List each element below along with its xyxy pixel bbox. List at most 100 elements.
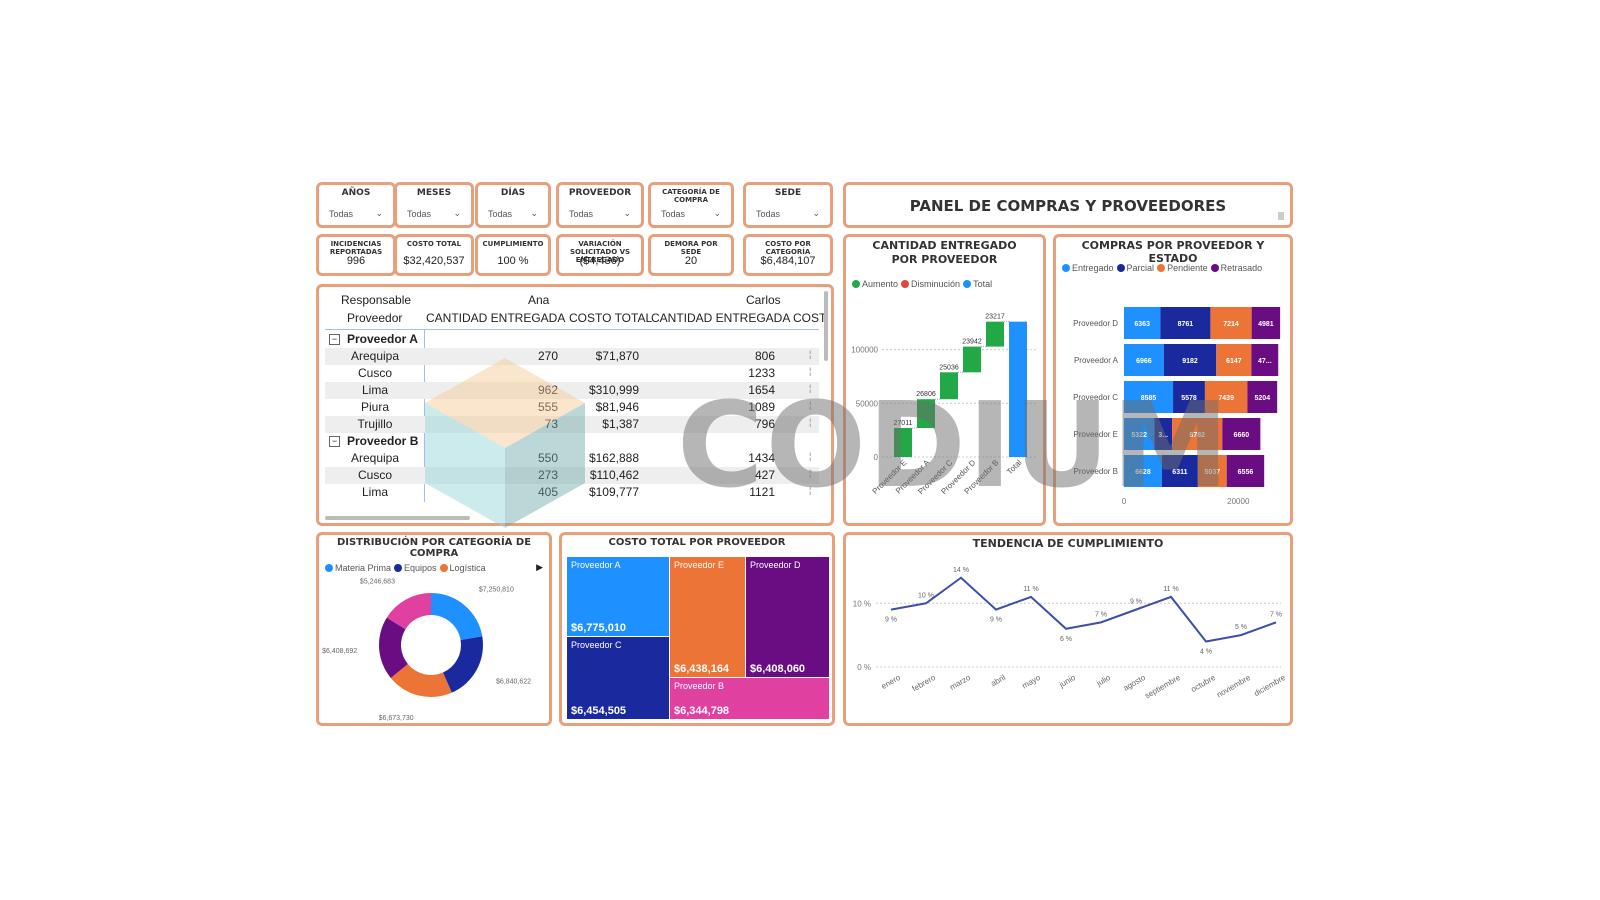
minus-box-icon[interactable]: −: [329, 436, 340, 447]
matrix-header-carlos[interactable]: Carlos: [746, 293, 781, 307]
chevron-down-icon[interactable]: ⌄: [453, 208, 461, 218]
slicer-categoria-de-compra[interactable]: CATEGORÍA DE COMPRA Todas ⌄: [648, 182, 734, 228]
legend-label: Equipos: [404, 563, 437, 573]
x-tick-label: diciembre: [1252, 673, 1287, 698]
chart-legend[interactable]: Materia Prima Equipos Logística: [325, 563, 489, 573]
col-header-carlos-costo[interactable]: COST: [793, 311, 827, 325]
slicer-value[interactable]: Todas: [756, 209, 781, 219]
legend-item-parcial[interactable]: Parcial: [1116, 263, 1154, 273]
legend-label: Materia Prima: [335, 563, 392, 573]
legend-label: Pendiente: [1167, 263, 1208, 273]
slicer-dias[interactable]: DÍAS Todas ⌄: [475, 182, 551, 228]
legend-item-retrasado[interactable]: Retrasado: [1210, 263, 1262, 273]
matrix-data-row[interactable]: Arequipa 270 $71,870 806 ¦: [325, 348, 819, 365]
slicer-meses[interactable]: MESES Todas ⌄: [394, 182, 474, 228]
kpi-value: $32,420,537: [403, 255, 465, 267]
matrix-header-responsable[interactable]: Responsable: [341, 293, 412, 307]
matrix-group-name: Proveedor B: [347, 434, 419, 448]
matrix-data-row[interactable]: Arequipa 550 $162,888 1434 ¦: [325, 450, 819, 467]
data-label: 8585: [1141, 395, 1157, 402]
matrix-header-proveedor[interactable]: Proveedor: [347, 311, 403, 325]
segment-retrasado: [1226, 455, 1265, 487]
matrix-horizontal-scrollbar[interactable]: [325, 516, 470, 520]
stacked-bar-plot: Proveedor D 6363 8761 7214 4981 Proveedor A 69…: [1073, 307, 1281, 506]
series-line: [890, 576, 1277, 643]
matrix-data-row[interactable]: Trujillo 73 $1,387 796 ¦: [325, 416, 819, 433]
data-label: 23217: [985, 314, 1005, 321]
chevron-down-icon[interactable]: ⌄: [375, 208, 383, 218]
slicer-label: PROVEEDOR: [568, 188, 632, 198]
legend-item-entregado[interactable]: Entregado: [1062, 263, 1114, 273]
kpi-value: ($4,436): [579, 255, 621, 267]
x-tick-label: mayo: [1021, 673, 1043, 691]
slicer-value[interactable]: Todas: [661, 209, 686, 219]
kpi-demora-por-sede: DEMORA POR SEDE 20: [648, 234, 734, 276]
more-options-icon[interactable]: [1278, 212, 1284, 220]
matrix-row-sede: Piura: [360, 400, 389, 414]
x-tick-label: 0: [1122, 497, 1127, 506]
matrix-cell-ana-costo: $1,387: [602, 417, 639, 431]
treemap-tile-proveedor-a[interactable]: Proveedor A $6,775,010: [567, 557, 669, 636]
slicer-label: DÍAS: [500, 188, 526, 198]
legend-item-disminucion[interactable]: Disminución: [901, 279, 960, 289]
matrix-data-row[interactable]: Piura 555 $81,946 1089 ¦: [325, 399, 819, 416]
stacked-bar-card: COMPRAS POR PROVEEDOR Y ESTADO Entregado…: [1053, 234, 1293, 526]
matrix-vertical-scrollbar[interactable]: [824, 291, 828, 361]
col-header-carlos-cantidad[interactable]: CANTIDAD ENTREGADA: [651, 311, 791, 325]
kpi-label: VARIACIÓN SOLICITADO VS ENTREGADO: [569, 240, 631, 264]
matrix-table[interactable]: Responsable Ana Carlos Proveedor CANTIDA…: [316, 284, 834, 526]
matrix-cell-ana-cantidad: 73: [544, 417, 558, 431]
treemap-tile-label: Proveedor E: [674, 560, 725, 570]
chevron-down-icon[interactable]: ⌄: [623, 208, 631, 218]
slice-label: $6,840,622: [496, 678, 531, 685]
matrix-data-row[interactable]: Lima 962 $310,999 1654 ¦: [325, 382, 819, 399]
chart-legend[interactable]: Aumento Disminución Total: [852, 279, 995, 289]
matrix-group-row[interactable]: − Proveedor B: [325, 433, 819, 450]
data-label: 5204: [1255, 395, 1271, 402]
treemap-tile-proveedor-b[interactable]: Proveedor B $6,344,798: [670, 678, 829, 719]
legend-label: Total: [973, 279, 993, 289]
matrix-cell-ana-cantidad: 550: [537, 451, 558, 465]
legend-next-icon[interactable]: ▶: [536, 562, 543, 572]
treemap-tile-proveedor-d[interactable]: Proveedor D $6,408,060: [746, 557, 829, 677]
bar-proveedor-d: [963, 346, 981, 373]
slice-6-408-692: [379, 617, 408, 679]
legend-item-materia-prima[interactable]: Materia Prima: [325, 563, 391, 573]
segment-entregado: [1124, 381, 1174, 413]
treemap-tile-label: Proveedor D: [750, 560, 801, 570]
slicer-value[interactable]: Todas: [569, 209, 594, 219]
slicer-proveedor[interactable]: PROVEEDOR Todas ⌄: [556, 182, 644, 228]
chevron-down-icon[interactable]: ⌄: [812, 208, 820, 218]
kpi-label: INCIDENCIAS REPORTADAS: [329, 240, 383, 256]
minus-box-icon[interactable]: −: [329, 334, 340, 345]
slicer-value[interactable]: Todas: [329, 209, 354, 219]
line-chart-title: TENDENCIA DE CUMPLIMIENTO: [972, 537, 1164, 550]
treemap-tile-proveedor-e[interactable]: Proveedor E $6,438,164: [670, 557, 745, 677]
chevron-down-icon[interactable]: ⌄: [530, 208, 538, 218]
segment-pendiente: [1172, 418, 1223, 450]
matrix-header-ana[interactable]: Ana: [528, 293, 550, 307]
legend-item-total[interactable]: Total: [963, 279, 992, 289]
legend-item-aumento[interactable]: Aumento: [852, 279, 898, 289]
segment-parcial: [1173, 381, 1205, 413]
legend-item-pendiente[interactable]: Pendiente: [1157, 263, 1208, 273]
matrix-data-row[interactable]: Lima 405 $109,777 1121 ¦: [325, 484, 819, 501]
legend-item-equipos[interactable]: Equipos: [394, 563, 437, 573]
col-header-ana-costo[interactable]: COSTO TOTAL: [569, 311, 653, 325]
slicer-sede[interactable]: SEDE Todas ⌄: [743, 182, 833, 228]
legend-label: Entregado: [1072, 263, 1114, 273]
slicer-value[interactable]: Todas: [407, 209, 432, 219]
col-header-ana-cantidad[interactable]: CANTIDAD ENTREGADA: [426, 311, 566, 325]
segment-parcial: [1161, 455, 1198, 487]
legend-item-logistica[interactable]: Logística: [439, 563, 486, 573]
treemap-tile-proveedor-c[interactable]: Proveedor C $6,454,505: [567, 637, 669, 719]
slicer-value[interactable]: Todas: [488, 209, 513, 219]
data-label: 7214: [1223, 321, 1239, 328]
slicer-anos[interactable]: AÑOS Todas ⌄: [316, 182, 396, 228]
chevron-down-icon[interactable]: ⌄: [713, 208, 721, 218]
matrix-data-row[interactable]: Cusco 1233 ¦: [325, 365, 819, 382]
matrix-group-row[interactable]: − Proveedor A: [325, 331, 819, 348]
treemap-tile-label: Proveedor C: [571, 640, 622, 650]
chart-legend[interactable]: Entregado Parcial Pendiente Retrasado: [1062, 263, 1265, 273]
matrix-data-row[interactable]: Cusco 273 $110,462 427 ¦: [325, 467, 819, 484]
